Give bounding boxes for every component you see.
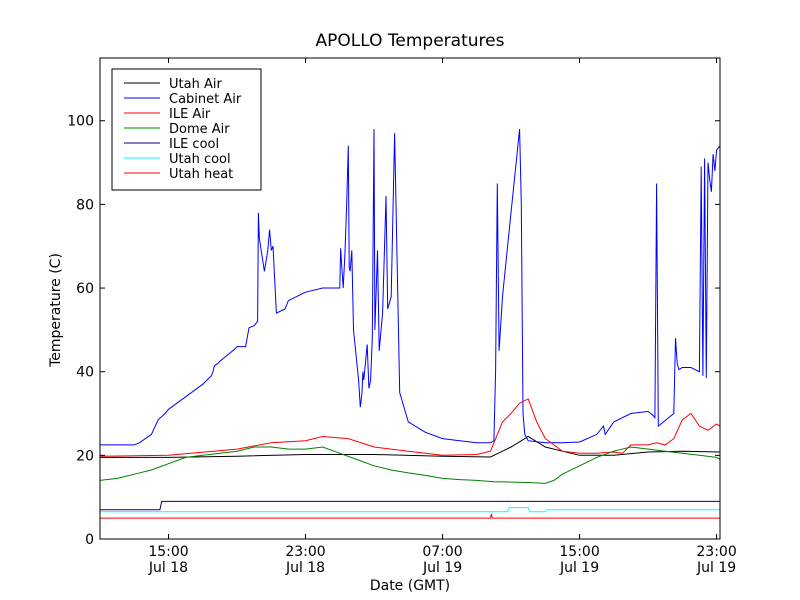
legend-label: ILE cool: [169, 137, 219, 152]
x-tick-label-date: Jul 19: [696, 560, 736, 576]
x-tick-label-time: 23:00: [285, 544, 325, 560]
series-line-ile-air: [100, 398, 720, 457]
chart-title: APOLLO Temperatures: [316, 31, 505, 51]
y-tick-label: 0: [85, 532, 94, 548]
y-tick-label: 40: [76, 365, 94, 381]
series-line-ile-cool: [100, 500, 720, 511]
x-tick-label-time: 23:00: [696, 544, 736, 560]
x-tick-label-time: 07:00: [422, 544, 462, 560]
series-line-dome-air: [100, 446, 720, 484]
y-tick-label: 100: [67, 114, 94, 130]
y-axis-label: Temperature (C): [48, 253, 64, 368]
legend-label: Utah heat: [169, 167, 233, 182]
plot-frame: [99, 57, 721, 540]
y-tick-label: 20: [76, 448, 94, 464]
legend-label: Dome Air: [169, 122, 230, 137]
legend-label: Utah cool: [169, 152, 231, 167]
y-tick-label: 60: [76, 281, 94, 297]
series-line-cabinet-air: [100, 129, 720, 446]
series-line-utah-air: [100, 435, 720, 458]
plot-area: [100, 129, 720, 519]
x-tick-label-time: 15:00: [559, 544, 599, 560]
x-tick-label-date: Jul 19: [559, 560, 599, 576]
x-tick-label-time: 15:00: [148, 544, 188, 560]
y-tick-label: 80: [76, 197, 94, 213]
x-tick-label-date: Jul 18: [285, 560, 325, 576]
x-tick-label-date: Jul 18: [148, 560, 188, 576]
legend-box: [111, 68, 262, 191]
x-tick-label-date: Jul 19: [422, 560, 462, 576]
x-axis-label: Date (GMT): [370, 578, 450, 594]
legend-label: Cabinet Air: [169, 92, 242, 107]
series-line-utah-heat: [100, 513, 720, 519]
legend-label: Utah Air: [169, 77, 222, 92]
legend-label: ILE Air: [169, 107, 211, 122]
series-line-utah-cool: [100, 507, 720, 513]
